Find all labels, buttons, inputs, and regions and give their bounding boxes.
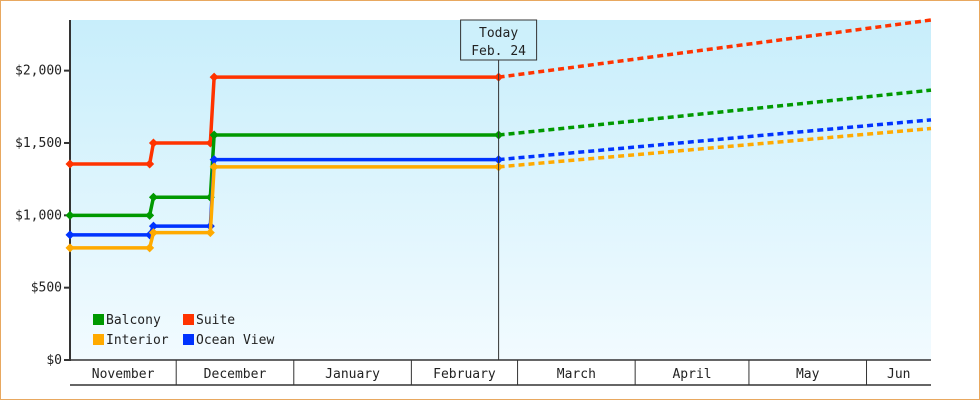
data-point — [65, 230, 75, 240]
series-interior — [65, 126, 932, 253]
legend-item: Suite — [183, 313, 235, 328]
data-point — [148, 221, 158, 231]
series-suite — [65, 18, 932, 169]
y-tick-label: $2,000 — [15, 64, 62, 79]
legend-swatch — [93, 334, 104, 345]
legend-item: Ocean View — [183, 333, 274, 348]
today-label-box — [460, 19, 538, 61]
data-point — [209, 155, 219, 165]
legend-swatch — [183, 334, 194, 345]
month-label: December — [204, 367, 267, 382]
data-point — [148, 228, 158, 238]
legend-item: Balcony — [93, 313, 161, 328]
data-point — [145, 210, 155, 220]
legend-item: Interior — [93, 333, 169, 348]
legend-swatch — [183, 314, 194, 325]
projection-line — [498, 126, 932, 169]
data-point — [209, 130, 219, 140]
legend-label: Interior — [106, 333, 169, 348]
projection-line — [498, 18, 932, 79]
today-label: Today — [479, 26, 518, 41]
data-point — [145, 159, 155, 169]
month-label: Jun — [887, 367, 910, 382]
projection-line — [498, 118, 932, 162]
data-point — [65, 159, 75, 169]
y-tick-label: $1,500 — [15, 136, 62, 151]
data-point — [148, 192, 158, 202]
month-label: May — [796, 367, 820, 382]
data-point — [148, 138, 158, 148]
month-label: November — [92, 367, 155, 382]
history-line — [70, 133, 499, 218]
data-point — [209, 162, 219, 172]
month-label: January — [325, 367, 380, 382]
plot-area — [70, 20, 931, 360]
legend-label: Suite — [196, 313, 235, 328]
data-point — [209, 72, 219, 82]
y-tick-label: $1,000 — [15, 208, 62, 223]
data-point — [65, 243, 75, 253]
y-tick-label: $0 — [46, 353, 62, 368]
data-point — [205, 228, 215, 238]
month-label: March — [557, 367, 596, 382]
legend-swatch — [93, 314, 104, 325]
legend-label: Balcony — [106, 313, 161, 328]
history-line — [70, 75, 499, 166]
data-point — [145, 243, 155, 253]
projection-line — [498, 88, 932, 137]
y-tick-label: $500 — [31, 281, 62, 296]
history-line — [70, 157, 499, 237]
month-label: April — [672, 367, 711, 382]
today-date: Feb. 24 — [471, 44, 526, 59]
data-point — [65, 210, 75, 220]
month-label: February — [433, 367, 496, 382]
history-line — [70, 165, 499, 250]
legend-label: Ocean View — [196, 333, 274, 348]
